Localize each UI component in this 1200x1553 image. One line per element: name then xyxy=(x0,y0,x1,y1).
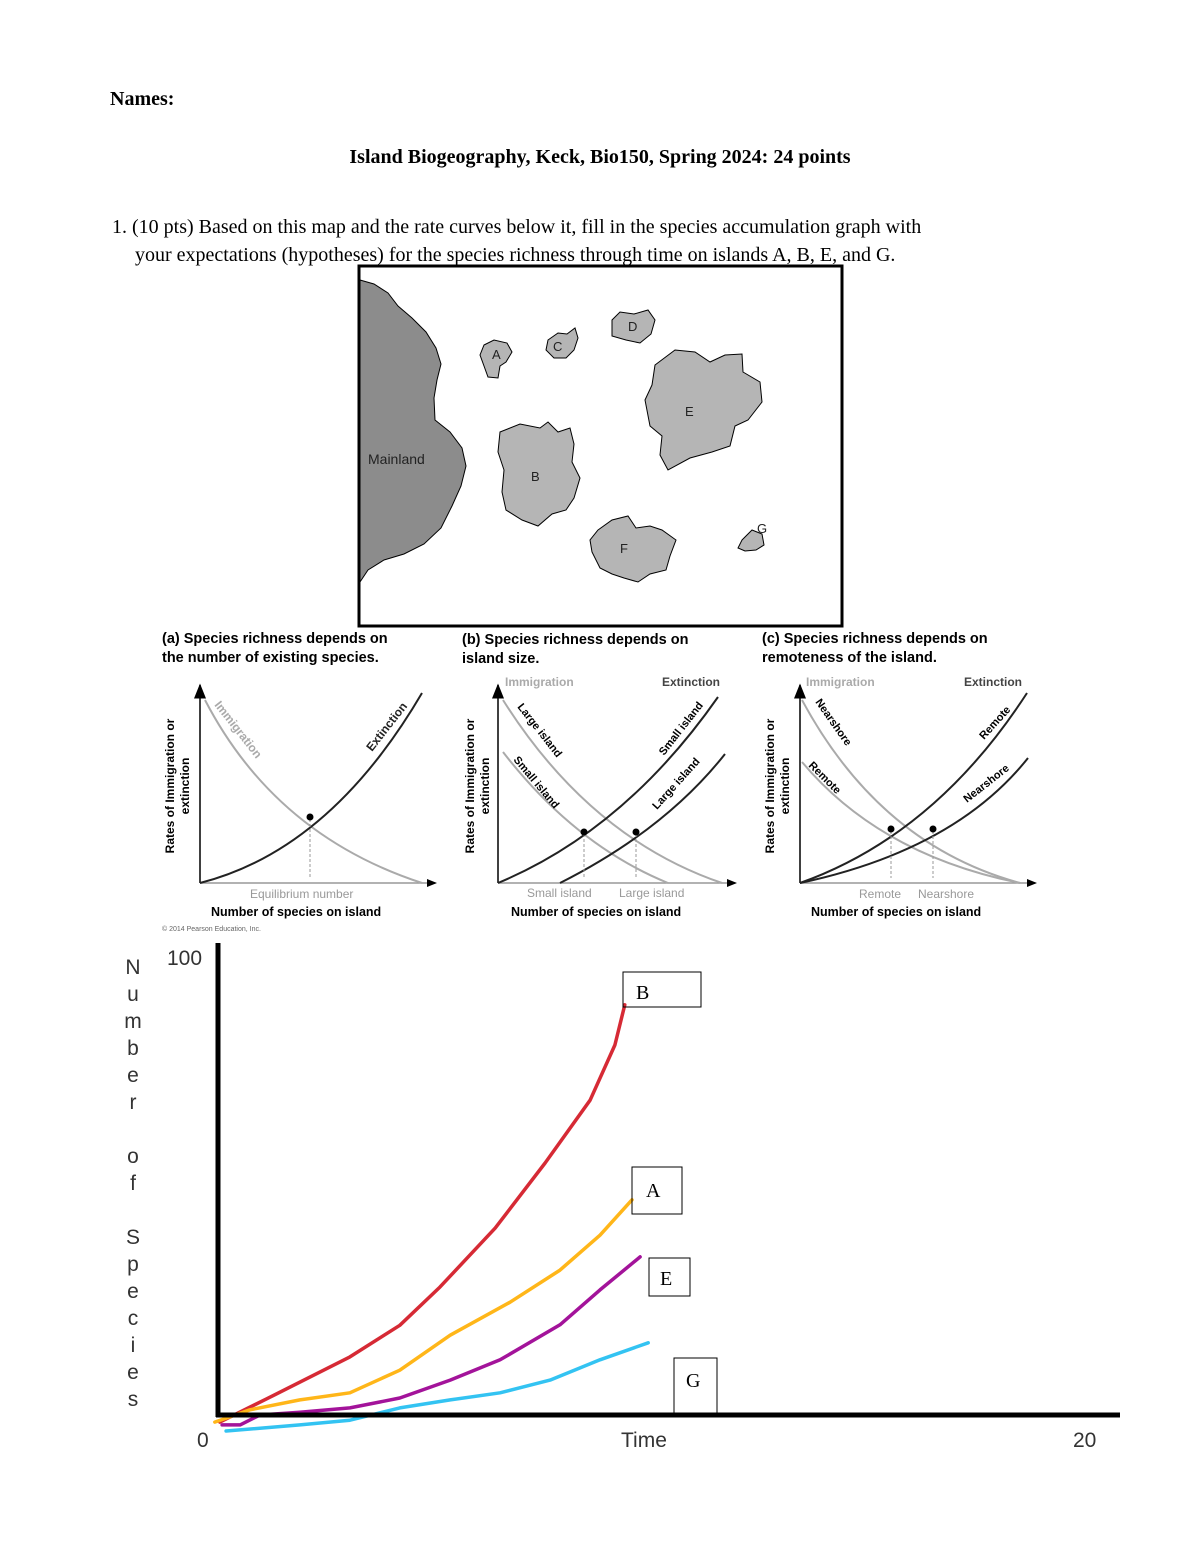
y-axis-label-letter: s xyxy=(127,1388,139,1411)
island-g-label: G xyxy=(757,521,767,536)
y-axis-label-letter: N xyxy=(125,956,141,979)
island-b-shape xyxy=(497,421,581,527)
panel-b-ext-small: Small island xyxy=(657,700,706,758)
panel-c-imm-near: Nearshore xyxy=(813,697,854,748)
island-f-shape xyxy=(589,515,677,583)
panel-b-eq-large: Large island xyxy=(619,886,684,900)
island-g-shape xyxy=(737,529,765,552)
series-line-e xyxy=(220,1255,642,1427)
y-axis-label-letter: f xyxy=(130,1172,136,1195)
panel-a-immigration-label: Immigration xyxy=(212,698,265,761)
panel-c: (c) Species richness depends on remotene… xyxy=(762,631,1037,919)
y-axis-label-letter: e xyxy=(127,1280,139,1303)
panel-a: (a) Species richness depends on the numb… xyxy=(162,631,437,933)
panel-a-xlabel: Number of species on island xyxy=(211,905,381,919)
page-title: Island Biogeography, Keck, Bio150, Sprin… xyxy=(349,146,851,168)
series-label-a: A xyxy=(646,1180,661,1202)
panel-c-xlabel: Number of species on island xyxy=(811,905,981,919)
label-box-e xyxy=(648,1257,691,1297)
island-d-shape xyxy=(611,309,656,344)
panel-b-imm-small: Small island xyxy=(511,754,561,811)
series-line-a xyxy=(213,1198,634,1424)
panel-c-eq-remote: Remote xyxy=(859,887,901,901)
y-tick-100: 100 xyxy=(167,947,202,970)
island-a-shape xyxy=(479,339,513,379)
question-line-1: 1. (10 pts) Based on this map and the ra… xyxy=(112,216,922,238)
panel-c-ylabel-2: extinction xyxy=(778,758,792,815)
panel-c-title-2: remoteness of the island. xyxy=(762,650,937,666)
y-axis-label-letter: u xyxy=(127,983,139,1006)
island-a-label: A xyxy=(492,347,501,362)
panel-a-ylabel-1: Rates of Immigration or xyxy=(163,718,177,853)
panel-c-ylabel-1: Rates of Immigration or xyxy=(763,718,777,853)
panel-c-immigration: Immigration xyxy=(806,675,875,689)
panel-b-ylabel-2: extinction xyxy=(478,758,492,815)
panel-b-immigration: Immigration xyxy=(505,675,574,689)
x-tick-20: 20 xyxy=(1073,1429,1096,1452)
series-line-g xyxy=(224,1341,650,1433)
y-axis-label-letter: b xyxy=(127,1037,139,1060)
y-axis-label-letter: S xyxy=(125,1226,140,1249)
panel-a-title-1: (a) Species richness depends on xyxy=(162,631,388,647)
x-tick-0: 0 xyxy=(197,1429,209,1452)
island-e-shape xyxy=(644,349,763,471)
y-axis-label-letter: e xyxy=(127,1064,139,1087)
panel-b-title-2: island size. xyxy=(462,651,539,667)
series-label-b: B xyxy=(636,982,649,1004)
copyright: © 2014 Pearson Education, Inc. xyxy=(162,925,261,933)
panel-b-xlabel: Number of species on island xyxy=(511,905,681,919)
panel-b-title-1: (b) Species richness depends on xyxy=(462,632,688,648)
series-label-e: E xyxy=(660,1268,672,1290)
y-axis-label-letter xyxy=(122,1197,144,1224)
extinction-curve xyxy=(199,692,423,884)
y-axis-label-letter: p xyxy=(127,1253,139,1276)
y-axis-label-letter: e xyxy=(127,1361,139,1384)
label-box-b xyxy=(622,971,702,1008)
panel-c-imm-remote: Remote xyxy=(806,760,843,797)
equilibrium-point xyxy=(306,813,314,821)
panel-b-ylabel-1: Rates of Immigration or xyxy=(463,718,477,853)
y-axis-label-letter: i xyxy=(130,1334,136,1357)
panel-b-eq-small: Small island xyxy=(527,886,592,900)
x-axis-label: Time xyxy=(621,1429,667,1452)
panel-a-equilibrium-label: Equilibrium number xyxy=(250,887,353,901)
y-axis-label-letter: o xyxy=(127,1145,139,1168)
mainland-label: Mainland xyxy=(368,451,425,467)
panel-b-extinction: Extinction xyxy=(662,675,720,689)
island-b-label: B xyxy=(531,469,540,484)
island-c-shape xyxy=(545,327,579,359)
label-box-a xyxy=(631,1166,683,1215)
y-axis-label-letter: m xyxy=(124,1010,142,1033)
question-1: 1. (10 pts) Based on this map and the ra… xyxy=(112,213,1092,269)
y-axis-label-letter xyxy=(122,1116,144,1143)
island-c-label: C xyxy=(553,339,562,354)
species-accumulation-graph: 100 0 20 Time B A E G xyxy=(167,943,1120,1452)
island-e-label: E xyxy=(685,404,694,419)
series-line-b xyxy=(218,1003,627,1424)
label-box-g xyxy=(673,1357,718,1414)
mainland-shape xyxy=(359,279,467,584)
panel-a-ylabel-2: extinction xyxy=(178,758,192,815)
panel-b: (b) Species richness depends on island s… xyxy=(462,632,737,919)
island-d-label: D xyxy=(628,319,637,334)
question-line-2: your expectations (hypotheses) for the s… xyxy=(135,244,896,266)
panel-c-title-1: (c) Species richness depends on xyxy=(762,631,988,647)
panel-b-ext-large: Large island xyxy=(650,756,702,812)
panel-c-eq-near: Nearshore xyxy=(918,887,974,901)
island-f-label: F xyxy=(620,541,628,556)
series-label-g: G xyxy=(686,1370,700,1392)
island-map: Mainland A B C D E F G xyxy=(357,264,844,628)
immigration-curve xyxy=(204,699,423,884)
panel-a-title-2: the number of existing species. xyxy=(162,650,379,666)
y-axis-label-letter: c xyxy=(127,1307,139,1330)
y-axis-label-letter: r xyxy=(129,1091,137,1114)
panel-c-extinction: Extinction xyxy=(964,675,1022,689)
names-label: Names: xyxy=(110,88,175,110)
